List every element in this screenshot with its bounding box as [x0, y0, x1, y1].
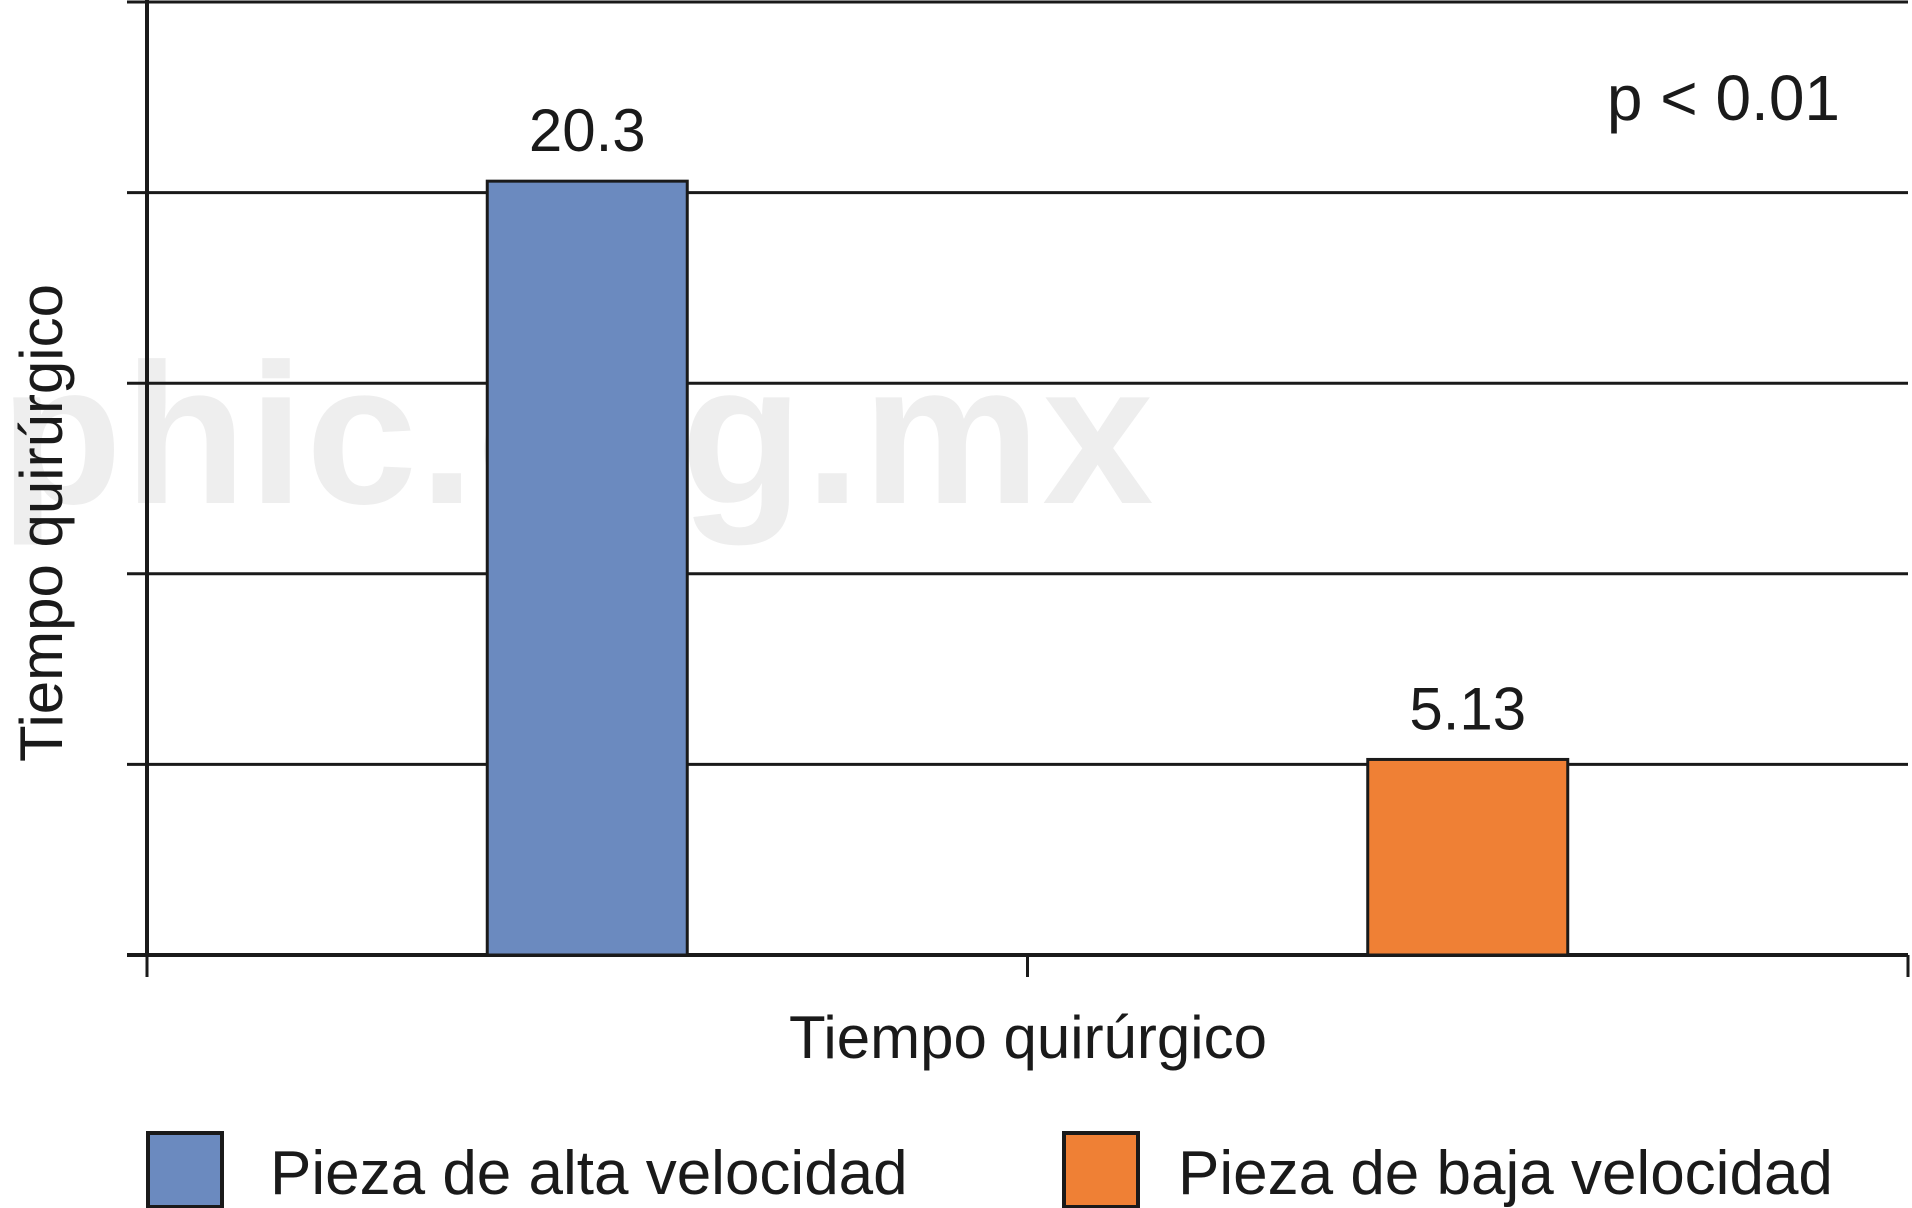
- legend-label-low-speed: Pieza de baja velocidad: [1178, 1139, 1833, 1208]
- legend-swatch-high-speed: [146, 1131, 224, 1208]
- axes-layer: [127, 0, 1910, 977]
- bar-low-speed: [1366, 757, 1570, 957]
- bar-high-speed: [485, 179, 689, 957]
- legend: Pieza de alta velocidad Pieza de baja ve…: [146, 1131, 1833, 1208]
- grid-layer: [147, 0, 1908, 766]
- data-label: 20.3: [529, 97, 646, 164]
- x-axis-label: Tiempo quirúrgico: [789, 1004, 1267, 1071]
- bars-layer: [485, 179, 1570, 957]
- p-value-annotation: p < 0.01: [1607, 62, 1840, 134]
- legend-swatch-low-speed: [1062, 1131, 1140, 1208]
- y-axis-label: Tiempo quirúrgico: [8, 284, 75, 762]
- data-label: 5.13: [1409, 675, 1526, 742]
- legend-label-high-speed: Pieza de alta velocidad: [270, 1139, 908, 1208]
- labels-layer: 20.3 5.13: [529, 97, 1526, 742]
